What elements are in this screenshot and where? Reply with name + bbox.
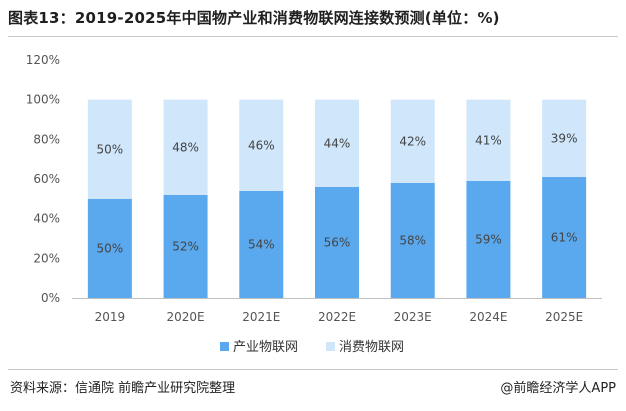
bar-segment-consumer [542,99,587,178]
x-tick-label: 2025E [545,310,583,324]
bar-segment-consumer [163,99,208,195]
source-note: 资料来源：信通院 前瞻产业研究院整理 [10,381,236,396]
chart-title: 图表13：2019-2025年中国物产业和消费物联网连接数预测(单位：%) [8,9,500,27]
bar-value-label: 61% [551,231,578,245]
bar-segment-industrial [315,186,359,298]
y-tick-label: 20% [33,251,60,265]
bar-value-label: 41% [475,133,502,147]
bar-segment-industrial [163,194,208,298]
bar-segment-industrial [542,177,587,298]
legend-swatch [326,342,335,351]
bar-value-label: 46% [248,138,275,152]
bar-value-label: 50% [97,241,124,255]
bar-value-label: 39% [551,131,578,145]
bar-value-label: 52% [172,239,199,253]
bar-value-label: 54% [248,237,275,251]
bar-segment-consumer [87,99,132,199]
bar-value-label: 42% [399,134,426,148]
bar-segment-consumer [315,99,359,187]
bar-value-label: 44% [324,136,351,150]
bar-value-label: 58% [399,233,426,247]
x-tick-label: 2022E [318,310,356,324]
y-tick-label: 100% [26,93,60,107]
x-tick-label: 2021E [242,310,280,324]
x-tick-label: 2024E [469,310,507,324]
bar-value-label: 48% [172,140,199,154]
bar-segment-consumer [466,99,511,181]
x-tick-label: 2019 [95,310,126,324]
brand-credit: @前瞻经济学人APP [500,381,616,396]
bar-segment-industrial [390,182,435,298]
y-tick-label: 60% [33,172,60,186]
y-tick-label: 40% [33,212,60,226]
bar-value-label: 56% [324,235,351,249]
stacked-bar-chart: 0% 20% 40% 60% 80% 100% 120% 50% 50% 52% 48% 54% 46… [26,53,602,355]
title-divider [8,36,618,37]
bar-value-label: 59% [475,232,502,246]
bar-segment-industrial [239,190,284,298]
x-tick-label: 2020E [167,310,205,324]
y-tick-label: 0% [41,291,60,305]
bar-value-label: 50% [97,142,124,156]
bar-segment-consumer [390,99,435,183]
x-tick-label: 2023E [394,310,432,324]
bar-segment-industrial [466,180,511,298]
legend-label: 消费物联网 [339,340,404,355]
y-tick-label: 120% [26,53,60,67]
y-tick-label: 80% [33,132,60,146]
legend-swatch [220,342,229,351]
footer-divider [8,369,618,370]
bar-segment-consumer [239,99,284,191]
legend-label: 产业物联网 [233,340,298,355]
bar-segment-industrial [87,198,132,298]
